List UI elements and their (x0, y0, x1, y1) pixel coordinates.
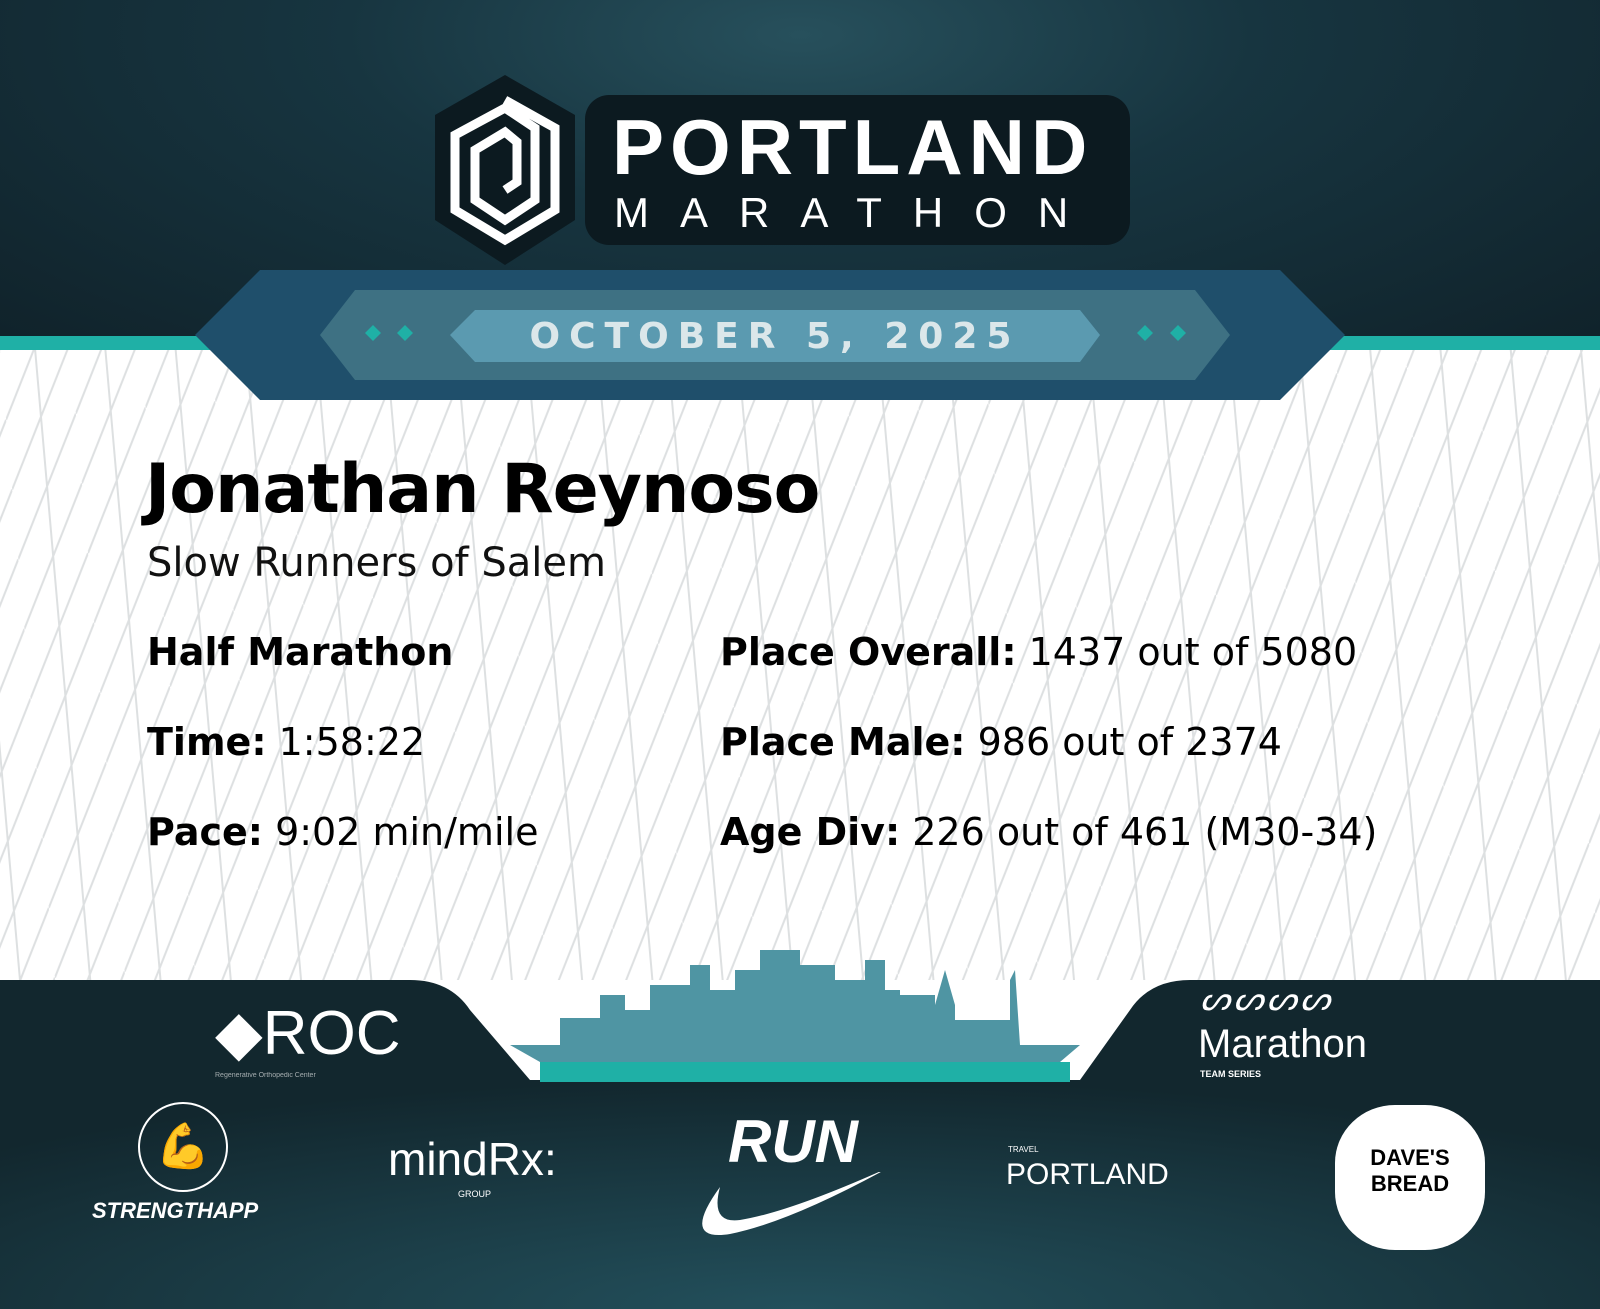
runner-name: Jonathan Reynoso (145, 450, 820, 529)
race-type: Half Marathon (147, 630, 454, 674)
pace: Pace: 9:02 min/mile (147, 810, 539, 854)
place-male: Place Male: 986 out of 2374 (720, 720, 1282, 764)
logo-text-backing (585, 95, 1130, 245)
sponsor-roc-sub: Regenerative Orthopedic Center (215, 1072, 316, 1079)
sponsor-nike-run: RUN (728, 1108, 858, 1175)
sponsor-roc: ◆ROC (215, 999, 401, 1068)
sponsor-travel-portland: PORTLAND (1006, 1158, 1169, 1191)
date-banner (195, 270, 1345, 400)
event-date: OCTOBER 5, 2025 (529, 315, 1021, 357)
strengthapp-arm-icon: 💪 (138, 1102, 228, 1192)
sponsor-mindrx-sub: GROUP (458, 1189, 492, 1199)
sponsor-daves-bread: DAVE'S BREAD (1335, 1105, 1485, 1250)
runner-team: Slow Runners of Salem (147, 540, 606, 586)
sponsor-mindrx: mindRx: (388, 1133, 557, 1185)
portland-marathon-logo-icon (435, 75, 575, 265)
sponsor-strengthapp: STRENGTHAPP (92, 1198, 259, 1223)
logo-marathon: MARATHON (614, 189, 1100, 236)
nike-swoosh-icon (702, 1172, 881, 1235)
zigzag-background (0, 350, 1600, 980)
footer-band (0, 950, 1600, 1309)
place-overall: Place Overall: 1437 out of 5080 (720, 630, 1358, 674)
logo-portland: PORTLAND (612, 103, 1094, 191)
skyline-icon (510, 950, 1080, 1062)
finish-time: Time: 1:58:22 (147, 720, 426, 764)
marathon-series-wave-icon: ᔕᔕᔕᔕ (1200, 980, 1334, 1018)
age-division: Age Div: 226 out of 461 (M30-34) (720, 810, 1378, 854)
sponsor-travel: TRAVEL (1008, 1145, 1039, 1154)
sponsor-marathon-series: Marathon (1198, 1022, 1367, 1066)
sponsor-marathon-series-sub: TEAM SERIES (1200, 1069, 1262, 1079)
diamond-ornament-icon (365, 325, 1186, 341)
